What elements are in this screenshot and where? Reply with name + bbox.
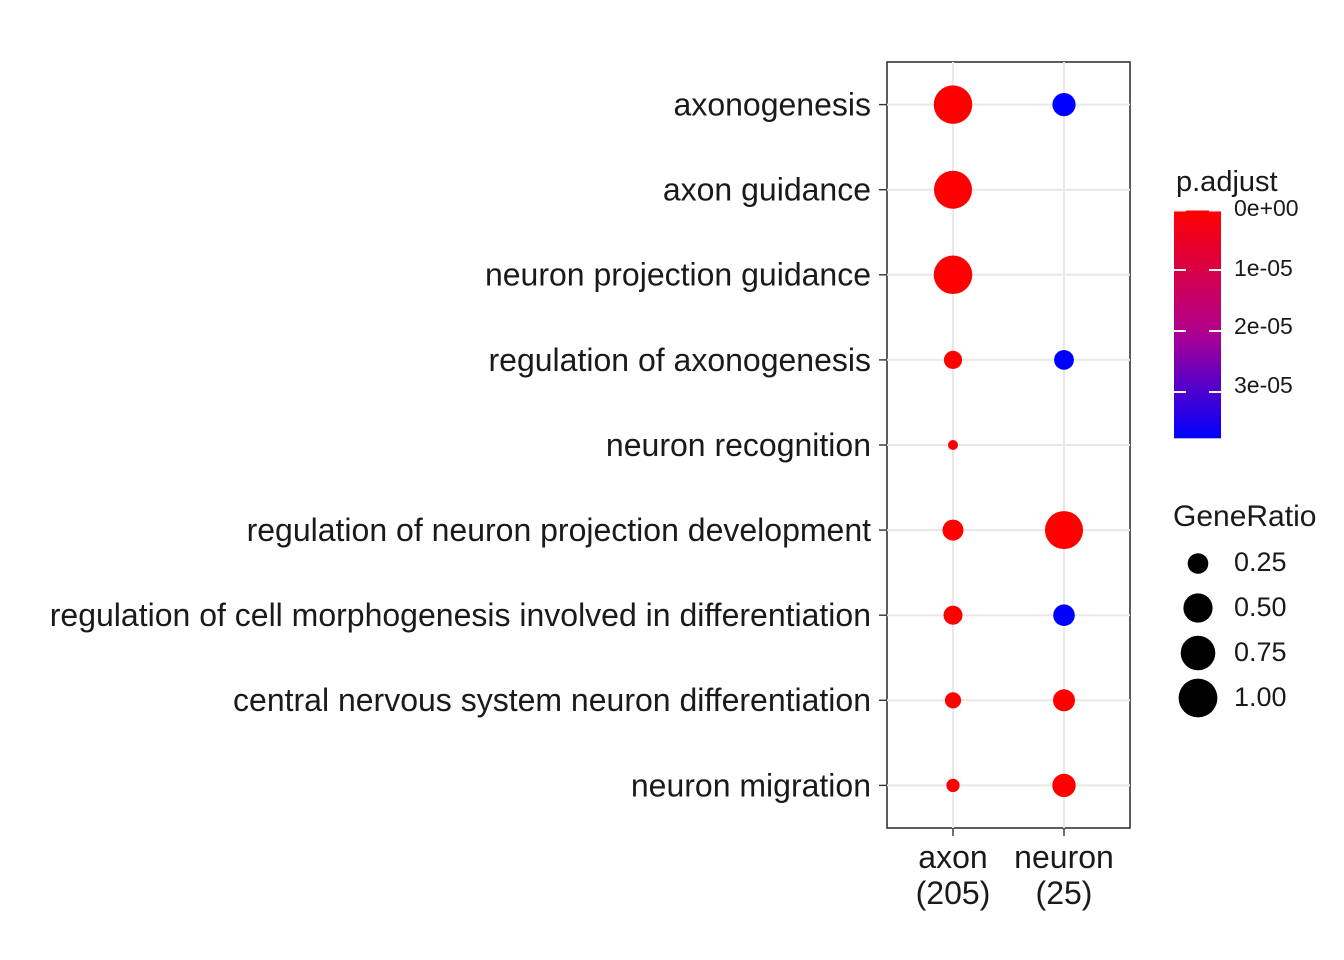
svg-text:(25): (25) bbox=[1036, 875, 1093, 911]
svg-text:(205): (205) bbox=[916, 875, 991, 911]
svg-text:neuron migration: neuron migration bbox=[631, 767, 871, 803]
svg-text:central nervous system neuron: central nervous system neuron differenti… bbox=[233, 682, 871, 718]
svg-text:0.50: 0.50 bbox=[1234, 592, 1287, 622]
svg-text:1.00: 1.00 bbox=[1234, 682, 1287, 712]
svg-text:3e-05: 3e-05 bbox=[1234, 372, 1293, 398]
svg-text:regulation of axonogenesis: regulation of axonogenesis bbox=[489, 342, 872, 378]
svg-text:neuron projection guidance: neuron projection guidance bbox=[485, 257, 871, 293]
svg-text:p.adjust: p.adjust bbox=[1176, 166, 1278, 198]
svg-text:neuron: neuron bbox=[1014, 839, 1114, 875]
svg-text:axon guidance: axon guidance bbox=[663, 172, 871, 208]
svg-text:neuron recognition: neuron recognition bbox=[606, 427, 871, 463]
svg-text:0.75: 0.75 bbox=[1234, 637, 1287, 667]
svg-text:0e+00: 0e+00 bbox=[1234, 195, 1299, 221]
svg-text:regulation of cell morphogenes: regulation of cell morphogenesis involve… bbox=[50, 597, 871, 633]
svg-text:0.25: 0.25 bbox=[1234, 547, 1287, 577]
svg-text:1e-05: 1e-05 bbox=[1234, 255, 1293, 281]
svg-text:2e-05: 2e-05 bbox=[1234, 313, 1293, 339]
svg-text:axonogenesis: axonogenesis bbox=[674, 87, 871, 123]
svg-text:regulation of neuron projectio: regulation of neuron projection developm… bbox=[247, 512, 872, 548]
svg-text:axon: axon bbox=[918, 839, 987, 875]
svg-text:GeneRatio: GeneRatio bbox=[1173, 500, 1316, 533]
